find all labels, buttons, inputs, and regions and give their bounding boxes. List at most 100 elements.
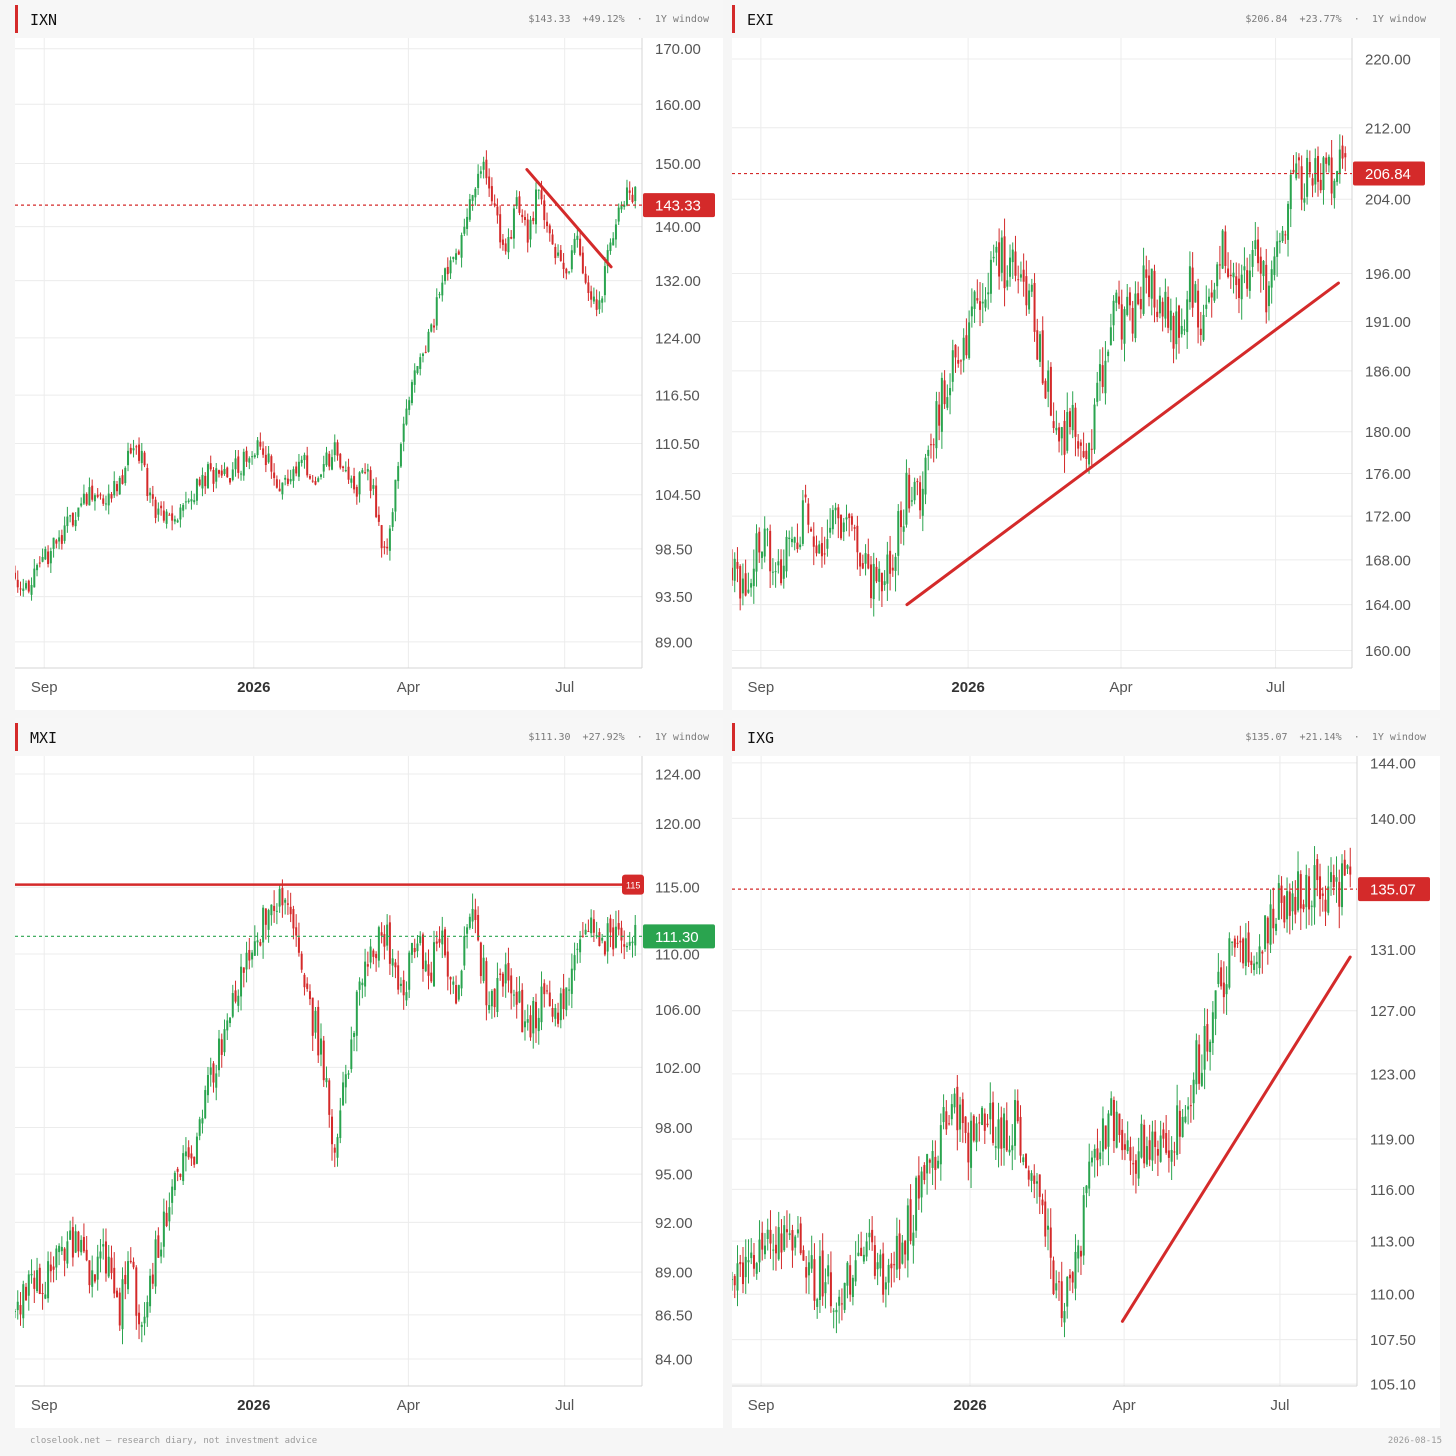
candle-body [897, 511, 900, 556]
candlestick-chart[interactable]: 124.00 120.00 115.00 110.00 106.00 102.00 98.0… [15, 756, 723, 1428]
candle-body [217, 1038, 220, 1071]
candle-body [135, 446, 138, 448]
candle-body [339, 453, 342, 468]
candle-body [824, 1282, 827, 1294]
candle-body [1269, 904, 1272, 945]
y-tick-label: 212.00 [1365, 120, 1411, 137]
candles [15, 150, 637, 601]
candle-body [325, 1078, 328, 1083]
candle-body [41, 1293, 44, 1295]
candle-body [63, 525, 66, 541]
candle-body [1003, 236, 1006, 289]
candle-body [937, 1160, 940, 1168]
candle-body [471, 195, 474, 201]
candle-body [818, 544, 821, 554]
candle-body [355, 991, 358, 1036]
candle-body [91, 1270, 94, 1287]
candle-body [889, 550, 892, 574]
candle-body [245, 952, 248, 970]
candle-body [212, 470, 215, 484]
candle-body [1237, 278, 1240, 299]
candlestick-chart[interactable]: 170.00 160.00 150.00 140.00 132.00 124.00 116.… [15, 38, 723, 710]
candle-body [595, 935, 598, 937]
candle-body [750, 583, 753, 588]
candle-body [306, 455, 309, 476]
candle-body [1250, 960, 1253, 965]
candle-body [1162, 1129, 1165, 1139]
candle-body [601, 298, 604, 303]
candle-body [606, 250, 609, 266]
candle-body [187, 1147, 190, 1158]
candle-body [788, 1233, 791, 1236]
candle-body [113, 1267, 116, 1294]
candle-body [281, 887, 284, 906]
candle-body [1284, 234, 1287, 236]
candle-body [1248, 270, 1251, 291]
candle-body [355, 486, 358, 497]
candle-body [386, 924, 389, 946]
candle-body [507, 237, 510, 253]
candle-body [526, 1019, 529, 1023]
candle-body [628, 190, 631, 193]
candle-body [38, 1267, 41, 1294]
candle-body [69, 515, 72, 517]
candle-body [353, 1033, 356, 1037]
candle-body [587, 931, 590, 933]
candle-body [317, 1006, 320, 1056]
candle-body [821, 1250, 824, 1297]
candle-body [375, 953, 378, 959]
candle-body [344, 1074, 347, 1088]
candle-body [782, 565, 785, 579]
candle-body [1338, 149, 1341, 174]
candle-body [77, 1231, 80, 1252]
candle-body [861, 563, 864, 569]
candle-body [193, 500, 196, 503]
candle-body [992, 1102, 995, 1143]
candle-body [875, 566, 878, 582]
candle-body [548, 225, 551, 234]
candle-body [810, 1255, 813, 1269]
x-tick-label: 2026 [237, 679, 270, 696]
candle-body [551, 234, 554, 245]
candle-body [1005, 1120, 1008, 1151]
candle-body [954, 344, 957, 358]
candle-body [1063, 1311, 1066, 1323]
candle-body [231, 993, 234, 1017]
candle-body [474, 909, 477, 921]
candle-body [818, 1256, 821, 1300]
candle-body [794, 1236, 797, 1248]
candle-body [482, 161, 485, 170]
candle-body [124, 1274, 127, 1285]
candle-body [1161, 301, 1164, 317]
candle-body [1098, 364, 1101, 382]
candle-body [463, 935, 466, 966]
candle-body [565, 987, 568, 1011]
candle-body [747, 589, 750, 593]
candle-body [614, 224, 617, 240]
candle-body [950, 1104, 953, 1120]
candle-body [843, 1282, 846, 1310]
candle-body [1027, 1170, 1030, 1180]
candle-body [518, 991, 521, 1003]
candlestick-chart[interactable]: 144.00 140.00 131.00 127.00 123.00 119.00 116.… [732, 756, 1440, 1428]
candle-body [1324, 899, 1327, 912]
candle-body [1071, 1272, 1074, 1283]
candlestick-chart[interactable]: 220.00 212.00 204.00 196.00 191.00 186.00 180.… [732, 38, 1440, 710]
candle-body [581, 252, 584, 274]
candle-body [901, 1242, 904, 1264]
candle-body [845, 517, 848, 520]
candle-body [1071, 404, 1074, 431]
candle-body [1142, 265, 1145, 314]
candle-body [1104, 360, 1107, 394]
candle-body [182, 1153, 185, 1182]
ticker-symbol: MXI [30, 729, 58, 747]
candle-body [146, 1302, 149, 1318]
candle-body [347, 466, 350, 480]
candle-body [58, 537, 61, 542]
candle-body [543, 983, 546, 995]
candle-body [1319, 876, 1322, 900]
last-price-label: 135.07 [1370, 882, 1416, 899]
candle-body [347, 1073, 350, 1075]
candle-body [1253, 963, 1256, 970]
candle-body [96, 494, 99, 497]
